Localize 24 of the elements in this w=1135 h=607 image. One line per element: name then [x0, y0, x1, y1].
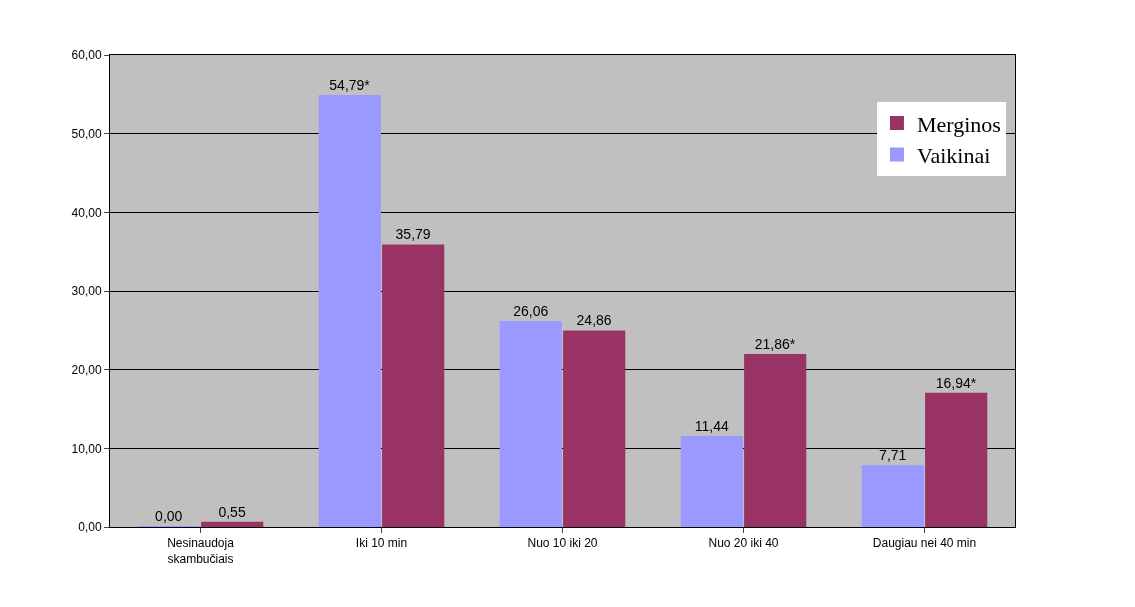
data-label: 16,94* [935, 374, 977, 391]
data-label: 26,06 [513, 302, 549, 319]
x-tick-label: Iki 10 min [355, 536, 408, 551]
y-tick-label: 20,00 [71, 362, 102, 377]
y-tick-label: 60,00 [71, 48, 102, 63]
y-tick-label: 30,00 [71, 284, 102, 299]
data-label: 11,44 [694, 418, 729, 435]
y-tick-label: 0,00 [78, 520, 102, 535]
data-label: 0,55 [218, 503, 246, 520]
x-tick-label: Nuo 20 iki 40 [708, 536, 779, 551]
x-tick-label: Nesinaudoja skambučiais [167, 536, 235, 566]
y-tick-label: 50,00 [71, 126, 102, 141]
x-tick-label: Daugiau nei 40 min [872, 536, 977, 551]
data-label: 24,86 [576, 312, 612, 329]
y-tick-label: 10,00 [71, 441, 102, 456]
data-label: 7,71 [879, 447, 907, 464]
data-label: 21,86* [754, 336, 796, 353]
data-label: 54,79* [329, 76, 371, 93]
legend-label: Vaikinai [916, 143, 991, 169]
x-tick-label: Nuo 10 iki 20 [527, 536, 598, 551]
data-label: 35,79 [395, 226, 431, 243]
legend-label: Merginos [916, 111, 1001, 137]
data-label: 0,00 [155, 508, 183, 524]
y-tick-label: 40,00 [71, 205, 102, 220]
